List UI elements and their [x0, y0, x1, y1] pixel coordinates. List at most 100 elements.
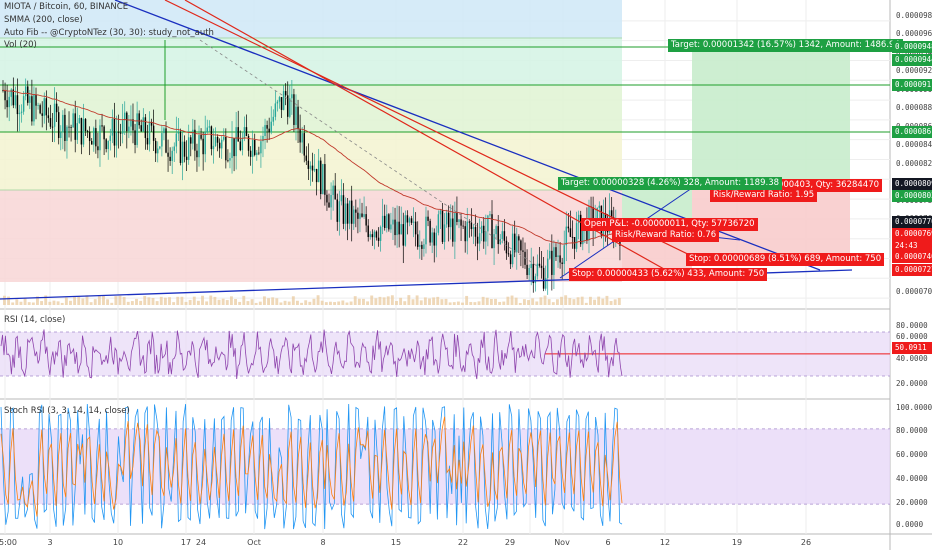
volume-bar [139, 300, 143, 305]
volume-bar [469, 301, 473, 305]
candle-body [357, 212, 359, 219]
volume-bar [502, 301, 506, 305]
volume-bar [605, 295, 609, 305]
candle-body [20, 111, 23, 113]
time-tick-label: 15 [390, 538, 402, 547]
volume-bar [456, 301, 460, 305]
candle-body [427, 216, 429, 221]
long-position-target-label[interactable]: Target: 0.00001342 (16.57%) 1342, Amount… [668, 39, 903, 52]
candle-body [433, 232, 435, 246]
candle-body [330, 195, 332, 208]
candle-body [359, 213, 361, 219]
short-target-zone [622, 188, 692, 218]
short-position-pnl-label[interactable]: Open P&L: -0.00000011, Qty: 57736720 [581, 218, 758, 231]
volume-bar [126, 301, 130, 305]
candle-body [369, 234, 371, 238]
candle-body [243, 127, 246, 139]
candle-body [103, 126, 105, 140]
volume-bar [196, 300, 200, 305]
volume-bar [52, 300, 56, 305]
candle-body [460, 219, 462, 226]
candle-body [260, 141, 262, 154]
candle-body [251, 139, 254, 157]
candle-body [27, 86, 29, 103]
candle-body [179, 132, 182, 163]
candle-body [435, 232, 438, 246]
candle-body [163, 128, 165, 134]
candle-body [216, 137, 219, 143]
volume-bar [130, 301, 134, 305]
time-tick-label: Oct [247, 538, 261, 547]
candle-body [557, 255, 559, 258]
candle-body [367, 225, 369, 238]
candle-body [569, 228, 572, 237]
short-position-target-label[interactable]: Target: 0.00000328 (4.26%) 328, Amount: … [558, 177, 783, 190]
volume-bar [527, 300, 530, 305]
volume-indicator-label[interactable]: Vol (20) [4, 40, 37, 50]
candle-body [192, 129, 194, 144]
smma-indicator-label[interactable]: SMMA (200, close) [4, 15, 83, 25]
stoch-rsi-pane-title[interactable]: Stoch RSI (3, 3, 14, 14, close) [4, 406, 130, 416]
price-tick-label: 0.00008200 [896, 159, 932, 168]
volume-bar [48, 301, 52, 305]
candle-body [223, 137, 225, 140]
volume-bar [601, 298, 605, 305]
short-position-stop-label[interactable]: Stop: 0.00000433 (5.62%) 433, Amount: 75… [569, 268, 768, 281]
volume-bar [535, 301, 539, 305]
volume-bar [572, 299, 576, 305]
candle-body [394, 219, 396, 236]
candle-body [402, 224, 405, 246]
stoch-d-line [0, 416, 623, 517]
candle-body [132, 119, 134, 131]
price-tick-label: 0.00009200 [896, 66, 932, 75]
price-tag: 0.00009483 [892, 41, 932, 53]
candle-body [55, 103, 58, 113]
candle-body [373, 231, 376, 238]
rsi-pane-title[interactable]: RSI (14, close) [4, 315, 66, 325]
candle-body [458, 219, 460, 222]
volume-bar [283, 300, 287, 305]
candle-body [559, 255, 561, 263]
volume-bar [267, 298, 270, 305]
candle-body [268, 128, 270, 133]
price-tag: 0.00007409 [892, 251, 932, 263]
candle-body [322, 164, 324, 195]
long-position-rr-label[interactable]: Risk/Reward Ratio: 1.95 [710, 189, 818, 202]
candle-body [35, 94, 37, 106]
long-position-qty-label[interactable]: 0.00000403, Qty: 36284470 [756, 179, 883, 192]
volume-bar [250, 299, 254, 305]
volume-bar [341, 300, 345, 305]
long-position-stop-label[interactable]: Stop: 0.00000689 (8.51%) 689, Amount: 75… [686, 253, 885, 266]
candle-body [82, 118, 85, 145]
candle-body [45, 98, 48, 116]
candle-body [353, 209, 355, 224]
short-position-rr-label[interactable]: Risk/Reward Ratio: 0.76 [612, 229, 720, 242]
volume-bar [60, 302, 64, 305]
candle-body [513, 233, 516, 253]
candle-body [177, 132, 180, 134]
rsi-tick-label: 60.0000 [896, 332, 928, 341]
volume-bar [77, 296, 81, 305]
candle-body [146, 138, 149, 145]
candle-body [342, 195, 345, 224]
volume-bar [308, 301, 312, 305]
candle-body [287, 95, 289, 117]
auto-fib-indicator-label[interactable]: Auto Fib -- @CryptoNTez (30, 30): study_… [4, 28, 214, 38]
volume-bar [382, 297, 386, 305]
candle-body [571, 236, 574, 238]
volume-bar [357, 298, 361, 305]
candle-body [340, 195, 343, 202]
candle-body [344, 203, 347, 224]
candle-body [262, 135, 264, 142]
candle-body [57, 112, 60, 139]
candle-body [107, 140, 109, 150]
volume-bar [428, 298, 431, 305]
candle-body [592, 207, 594, 229]
candle-body [485, 231, 487, 242]
candle-body [301, 133, 303, 143]
volume-bar [172, 302, 176, 305]
candle-body [229, 158, 231, 161]
long-target-zone [692, 47, 850, 185]
candle-body [231, 138, 233, 159]
